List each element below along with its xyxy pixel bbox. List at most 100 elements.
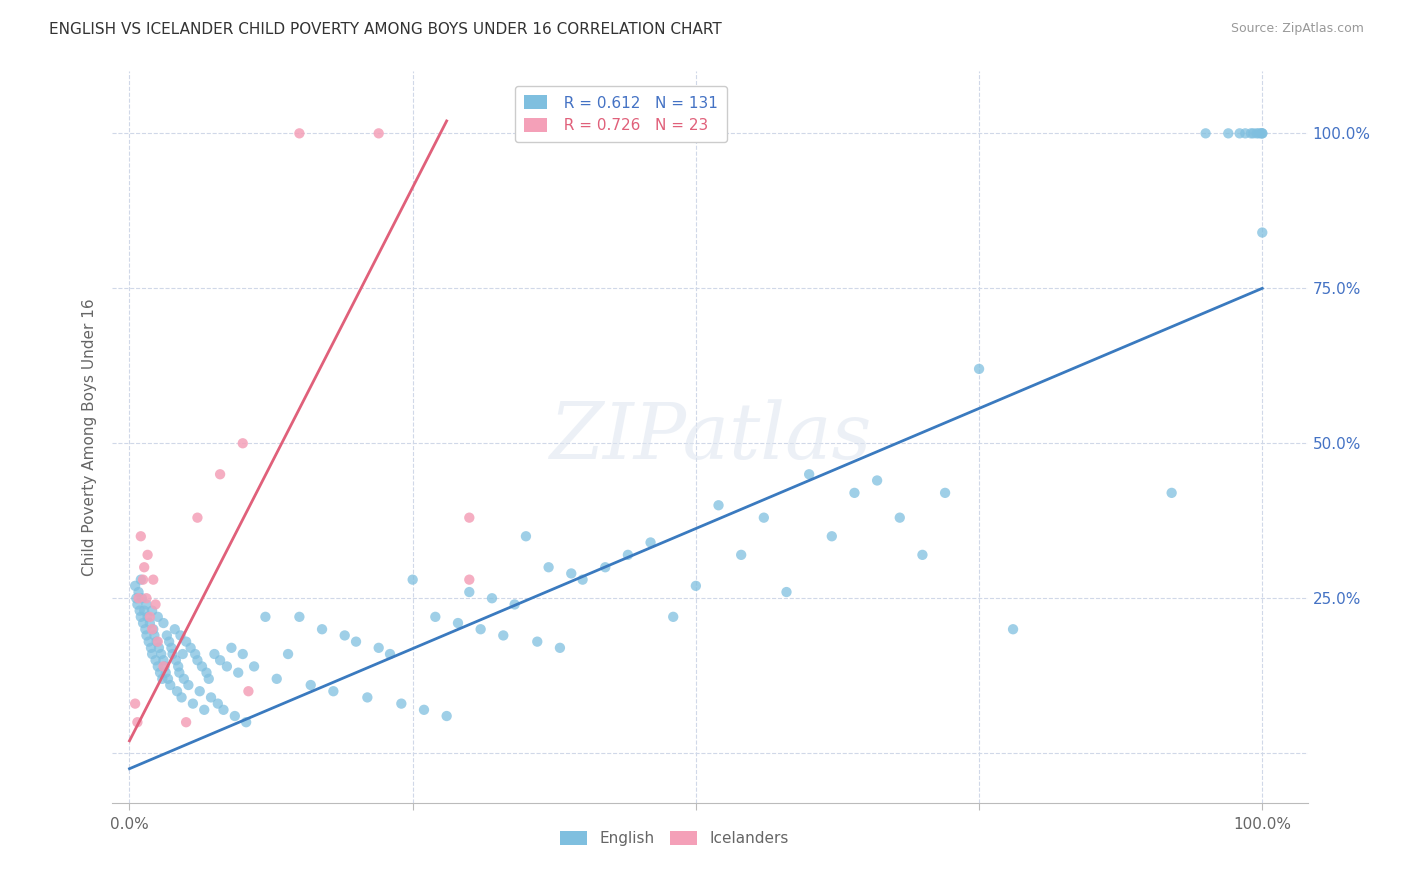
Point bbox=[150, 672, 173, 686]
Point bbox=[1241, 126, 1264, 140]
Point bbox=[224, 709, 246, 723]
Point bbox=[134, 622, 156, 636]
Point bbox=[129, 529, 152, 543]
Point bbox=[150, 647, 173, 661]
Point bbox=[138, 634, 160, 648]
Point bbox=[132, 573, 155, 587]
Point bbox=[889, 510, 911, 524]
Point bbox=[124, 697, 146, 711]
Point bbox=[181, 697, 204, 711]
Point bbox=[177, 678, 200, 692]
Point bbox=[911, 548, 934, 562]
Point bbox=[143, 628, 166, 642]
Point bbox=[145, 653, 167, 667]
Point bbox=[204, 647, 226, 661]
Point bbox=[232, 647, 254, 661]
Point bbox=[157, 634, 180, 648]
Point bbox=[163, 622, 186, 636]
Point bbox=[166, 684, 188, 698]
Point bbox=[844, 486, 866, 500]
Point bbox=[160, 640, 183, 655]
Point bbox=[156, 628, 179, 642]
Point bbox=[226, 665, 249, 680]
Point bbox=[299, 678, 322, 692]
Point bbox=[159, 678, 181, 692]
Point bbox=[169, 665, 191, 680]
Point bbox=[866, 474, 889, 488]
Point bbox=[967, 362, 990, 376]
Point bbox=[221, 640, 243, 655]
Point bbox=[344, 634, 367, 648]
Point bbox=[129, 573, 152, 587]
Point bbox=[537, 560, 560, 574]
Point bbox=[149, 665, 172, 680]
Point bbox=[378, 647, 401, 661]
Point bbox=[458, 585, 481, 599]
Point bbox=[458, 573, 481, 587]
Point bbox=[1002, 622, 1025, 636]
Point bbox=[135, 628, 157, 642]
Point bbox=[139, 610, 162, 624]
Point bbox=[367, 640, 389, 655]
Point bbox=[1194, 126, 1216, 140]
Point bbox=[195, 665, 218, 680]
Point bbox=[356, 690, 378, 705]
Point bbox=[481, 591, 503, 606]
Point bbox=[436, 709, 458, 723]
Point bbox=[142, 573, 165, 587]
Point bbox=[571, 573, 593, 587]
Point bbox=[170, 690, 193, 705]
Point bbox=[425, 610, 447, 624]
Point bbox=[1250, 126, 1272, 140]
Point bbox=[136, 548, 159, 562]
Point bbox=[129, 610, 152, 624]
Point bbox=[367, 126, 389, 140]
Point bbox=[254, 610, 277, 624]
Point bbox=[156, 672, 179, 686]
Point bbox=[191, 659, 214, 673]
Point bbox=[1251, 126, 1274, 140]
Point bbox=[148, 640, 170, 655]
Point bbox=[934, 486, 956, 500]
Point bbox=[146, 610, 169, 624]
Point bbox=[200, 690, 222, 705]
Point bbox=[152, 659, 174, 673]
Point bbox=[560, 566, 582, 581]
Point bbox=[146, 634, 169, 648]
Point bbox=[188, 684, 211, 698]
Text: ZIPatlas: ZIPatlas bbox=[548, 399, 872, 475]
Point bbox=[128, 604, 150, 618]
Point bbox=[821, 529, 844, 543]
Point bbox=[1229, 126, 1251, 140]
Point bbox=[470, 622, 492, 636]
Point bbox=[209, 653, 232, 667]
Point bbox=[207, 697, 229, 711]
Point bbox=[707, 498, 730, 512]
Point bbox=[266, 672, 288, 686]
Point bbox=[127, 715, 149, 730]
Point bbox=[322, 684, 344, 698]
Point bbox=[775, 585, 797, 599]
Point bbox=[193, 703, 215, 717]
Point bbox=[132, 615, 155, 630]
Legend: English, Icelanders: English, Icelanders bbox=[553, 823, 796, 854]
Point bbox=[162, 647, 184, 661]
Point bbox=[752, 510, 775, 524]
Point bbox=[402, 573, 425, 587]
Point bbox=[288, 126, 311, 140]
Point bbox=[389, 697, 412, 711]
Point bbox=[141, 647, 163, 661]
Point bbox=[1247, 126, 1270, 140]
Point bbox=[139, 615, 162, 630]
Point bbox=[131, 591, 153, 606]
Point bbox=[128, 585, 150, 599]
Point bbox=[503, 598, 526, 612]
Point bbox=[458, 510, 481, 524]
Point bbox=[238, 684, 260, 698]
Point bbox=[492, 628, 515, 642]
Point bbox=[617, 548, 640, 562]
Point bbox=[1160, 486, 1182, 500]
Point bbox=[124, 579, 146, 593]
Point bbox=[152, 615, 174, 630]
Point bbox=[165, 653, 187, 667]
